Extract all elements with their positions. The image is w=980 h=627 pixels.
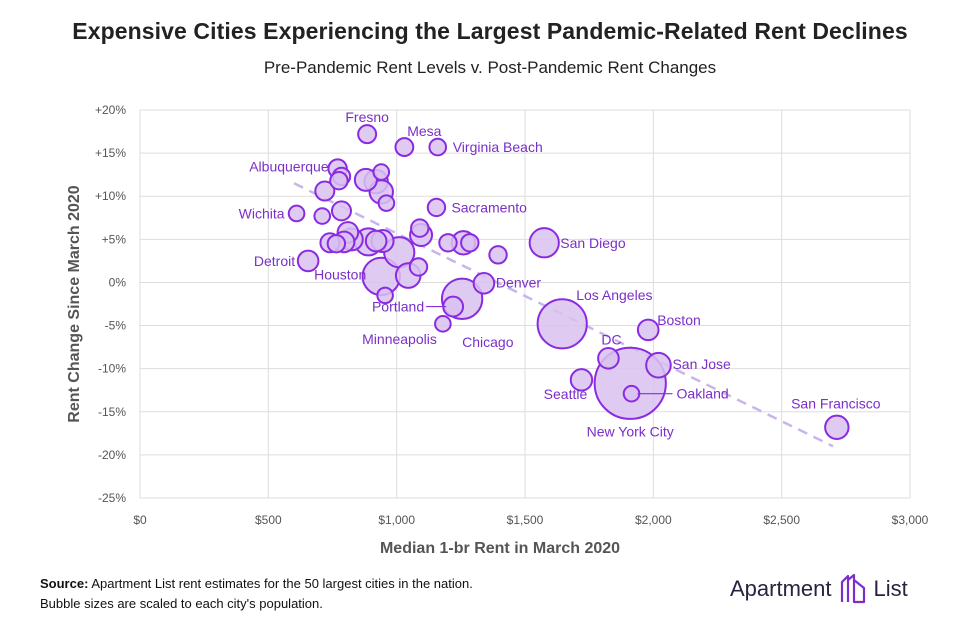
y-tick-label: -5% [105, 319, 127, 333]
bubble [329, 171, 349, 191]
city-label: Oakland [677, 386, 729, 402]
chart-subtitle: Pre-Pandemic Rent Levels v. Post-Pandemi… [263, 58, 717, 77]
y-tick-label: -15% [98, 405, 126, 419]
x-tick-label: $1,500 [507, 513, 544, 527]
city-label: Sacramento [451, 199, 527, 215]
city-label: Wichita [239, 205, 285, 221]
bubble [353, 167, 378, 192]
source-text: Apartment List rent estimates for the 50… [91, 576, 473, 591]
bubble [313, 207, 332, 225]
bubble-dc [597, 347, 620, 370]
x-tick-label: $0 [133, 513, 147, 527]
bubble [372, 163, 391, 181]
bubble [364, 229, 388, 253]
city-label: Mesa [407, 123, 441, 139]
bubble-detroit [296, 249, 320, 273]
x-tick-label: $2,500 [763, 513, 800, 527]
bubble [438, 233, 458, 253]
x-axis-title: Median 1-br Rent in March 2020 [380, 540, 620, 557]
x-tick-label: $3,000 [892, 513, 929, 527]
trend-line [293, 182, 834, 448]
bubble-virginia-beach [428, 137, 448, 157]
bubble-sacramento [426, 197, 447, 218]
bubble-minneapolis [434, 315, 452, 333]
bubble-size-note: Bubble sizes are scaled to each city's p… [40, 596, 323, 611]
city-labels: Fresno Mesa Virginia Beach Albuquerque Wichi… [239, 109, 881, 439]
bubble [330, 200, 352, 222]
bubble-mesa [394, 137, 415, 157]
bubble [314, 180, 336, 202]
bubble-oakland [622, 384, 641, 403]
x-tick-label: $1,000 [378, 513, 415, 527]
brand-name-part1: Apartment [730, 576, 832, 601]
footer-note: Source: Apartment List rent estimates fo… [40, 574, 473, 614]
brand-logo: Apartment List [730, 574, 908, 604]
city-label: Denver [496, 274, 541, 290]
building-icon [840, 574, 866, 604]
bubble [326, 233, 347, 254]
bubble-seattle [569, 368, 594, 392]
city-label: San Jose [672, 356, 731, 372]
bubble-denver [472, 272, 496, 295]
city-label: Chicago [462, 334, 514, 350]
y-tick-label: +20% [95, 103, 126, 117]
city-label: Albuquerque [249, 159, 329, 175]
chart-title: Expensive Cities Experiencing the Larges… [72, 18, 908, 44]
city-label: Los Angeles [576, 287, 652, 303]
city-label: Detroit [254, 253, 295, 269]
y-tick-label: -10% [98, 362, 126, 376]
x-tick-label: $500 [255, 513, 282, 527]
city-label: Houston [314, 266, 366, 282]
y-tick-label: -20% [98, 448, 126, 462]
city-label: Boston [657, 312, 701, 328]
city-label: San Francisco [791, 395, 881, 411]
bubble [488, 245, 508, 265]
grid-lines [139, 109, 911, 499]
brand-name-part2: List [873, 576, 908, 601]
source-label: Source: [40, 576, 89, 591]
source-line: Source: Apartment List rent estimates fo… [40, 574, 473, 594]
bubble [410, 218, 430, 238]
bubble [460, 233, 480, 253]
bubble-san-francisco [824, 414, 850, 440]
city-label: DC [601, 331, 621, 347]
city-label: Fresno [345, 109, 389, 125]
bubble-san-jose [645, 351, 672, 379]
city-label: Minneapolis [362, 331, 437, 347]
bubble-fresno [357, 124, 378, 145]
y-tick-label: +5% [102, 232, 127, 246]
bubble-los-angeles [536, 298, 588, 350]
bubble [408, 257, 429, 277]
bubble-san-diego [528, 227, 560, 259]
bubble [376, 286, 394, 305]
y-tick-label: +10% [95, 189, 126, 203]
bubble-portland [442, 295, 465, 318]
bubble [377, 194, 396, 212]
scatter-chart: +20% +15% +10% +5% 0% -5% -10% -15% -20% -25% $0 $5… [66, 103, 929, 557]
city-label: Portland [372, 299, 424, 315]
y-tick-label: +15% [95, 146, 126, 160]
bubbles [287, 124, 850, 440]
bubble-wichita [287, 204, 306, 223]
city-label: San Diego [560, 235, 626, 251]
y-axis-title: Rent Change Since March 2020 [66, 185, 83, 423]
y-tick-label: -25% [98, 491, 126, 505]
city-label: Seattle [544, 386, 588, 402]
city-label: Virginia Beach [453, 139, 543, 155]
x-tick-label: $2,000 [635, 513, 672, 527]
y-tick-label: 0% [109, 275, 127, 289]
bubble-boston [636, 318, 660, 342]
city-label: New York City [587, 423, 674, 439]
